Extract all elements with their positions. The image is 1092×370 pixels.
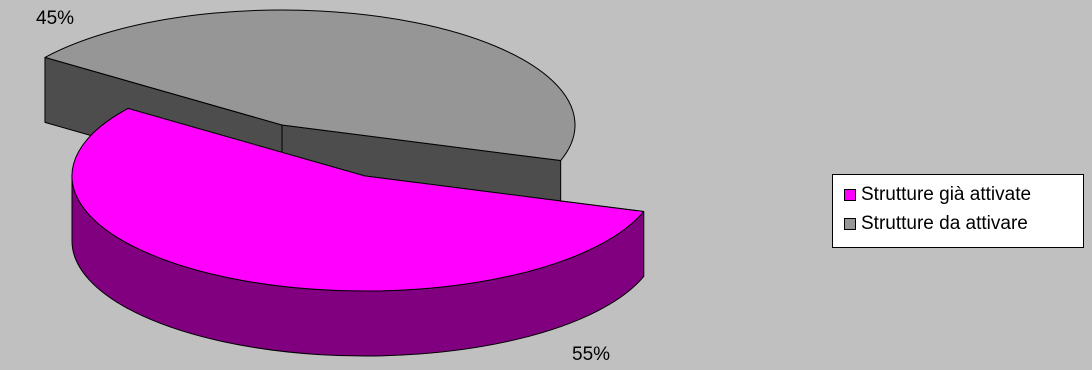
legend-item-da-attivare: Strutture da attivare — [844, 209, 1083, 238]
legend: Strutture già attivate Strutture da atti… — [832, 174, 1084, 248]
slice-top-da-attivare — [44, 9, 576, 162]
legend-item-attivate: Strutture già attivate — [844, 180, 1083, 209]
legend-swatch-da-attivare — [844, 217, 856, 230]
slice-label-attivate: 55% — [572, 344, 611, 365]
legend-swatch-attivate — [844, 188, 856, 201]
legend-label-da-attivare: Strutture da attivare — [861, 212, 1028, 234]
slice-top-attivate — [71, 107, 645, 292]
slice-attivate — [71, 107, 645, 357]
slice-label-da-attivare: 45% — [36, 8, 75, 29]
legend-label-attivate: Strutture già attivate — [861, 183, 1032, 205]
